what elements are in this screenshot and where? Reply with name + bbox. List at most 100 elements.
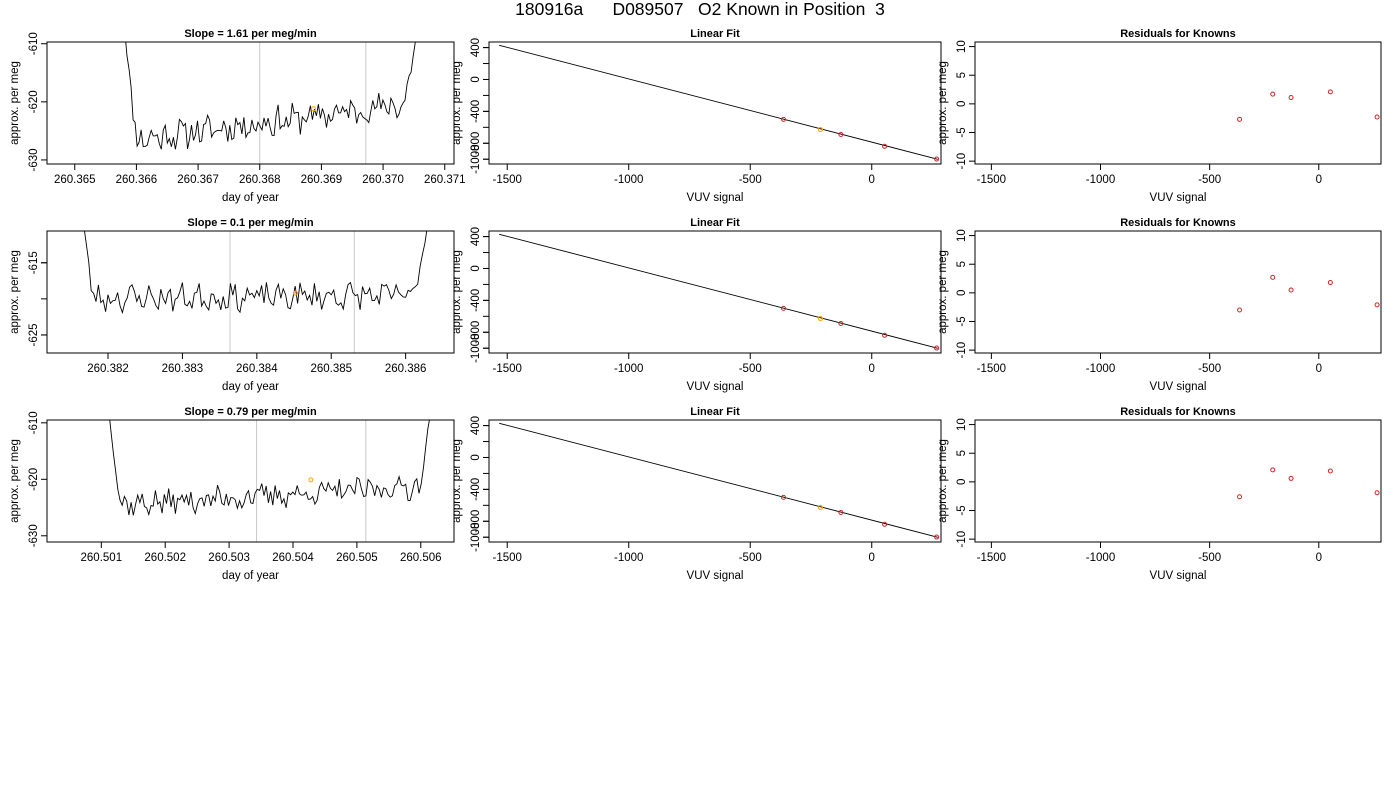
panel-7-xtick-label-5: 260.506 — [400, 552, 442, 564]
panel-1-xtick-label-4: 260.369 — [301, 174, 343, 186]
panel-8-plot-area — [499, 422, 940, 540]
panel-5-point-1 — [817, 316, 823, 322]
panel-1-xtick-label-2: 260.367 — [177, 174, 219, 186]
panel-5-ytick-label-4: 400 — [470, 227, 482, 246]
panel-3-point-0 — [1237, 116, 1243, 122]
panel-8-point-4 — [934, 534, 940, 540]
panel-4-xtick-label-3: 260.385 — [310, 363, 352, 375]
panel-1-xtick-label-0: 260.365 — [54, 174, 96, 186]
panel-9-frame — [974, 419, 1382, 543]
panel-6-point-0 — [1237, 307, 1243, 313]
panel-9-ytick-label-3: 5 — [956, 450, 968, 456]
panel-4-frame — [46, 230, 455, 354]
panel-6-ytick-label-1: -5 — [956, 316, 968, 326]
panel-2-point-3 — [882, 143, 888, 149]
panel-6-point-3 — [1327, 280, 1333, 286]
panel-3-xtick-label-3: 0 — [1316, 174, 1322, 186]
panel-6-point-2 — [1288, 287, 1294, 293]
panel-2-point-1 — [817, 127, 823, 133]
panel-9-point-4 — [1374, 490, 1380, 496]
panel-3-xtick-label-0: -1500 — [977, 174, 1006, 186]
panel-2-ytick-label-0: -1000 — [470, 145, 482, 174]
panel-8-point-1 — [817, 505, 823, 511]
panel-7-xtick-label-4: 260.505 — [336, 552, 378, 564]
panel-5-point-3 — [882, 332, 888, 338]
panel-5-point-2 — [838, 320, 844, 326]
panel-5-ytick-label-3: 0 — [470, 265, 482, 271]
panel-3-ytick-label-1: -5 — [956, 127, 968, 137]
panel-5-ylabel: approx. per meg — [451, 250, 463, 334]
panel-9-point-2 — [1288, 475, 1294, 481]
panel-9-xlabel: VUV signal — [1150, 570, 1207, 582]
panel-6-ytick-label-0: -10 — [956, 342, 968, 359]
panel-2-ylabel: approx. per meg — [451, 61, 463, 145]
panel-7-title: Slope = 0.79 per meg/min — [184, 406, 317, 418]
panel-8-ylabel: approx. per meg — [451, 439, 463, 523]
panel-1-ylabel: approx. per meg — [9, 61, 21, 145]
panel-8-title: Linear Fit — [690, 406, 740, 418]
panel-3-point-4 — [1374, 114, 1380, 120]
panel-8-ytick-label-3: 0 — [470, 454, 482, 460]
panel-5-point-0 — [781, 305, 787, 311]
panel-1-marker-point — [310, 106, 316, 112]
panel-2-point-4 — [934, 156, 940, 162]
panel-6-xlabel: VUV signal — [1150, 381, 1207, 393]
panel-3-xlabel: VUV signal — [1150, 192, 1207, 204]
panel-8-point-3 — [882, 521, 888, 527]
panel-2-ytick-label-3: 0 — [470, 76, 482, 82]
panel-9-plot-area — [1237, 467, 1380, 500]
panel-5-plot-area — [499, 233, 940, 351]
panel-2-frame — [488, 41, 942, 165]
panel-6-frame — [974, 230, 1382, 354]
panel-6-point-1 — [1270, 274, 1276, 280]
panel-7-ytick-label-1: -620 — [28, 468, 40, 491]
panel-9-ytick-label-0: -10 — [956, 531, 968, 548]
panel-9-xtick-label-2: -500 — [1198, 552, 1221, 564]
panel-5-point-4 — [934, 345, 940, 351]
panel-6-ytick-label-2: 0 — [956, 290, 968, 296]
panel-5-title: Linear Fit — [690, 217, 740, 229]
panel-9-xtick-label-1: -1000 — [1086, 552, 1115, 564]
panel-3-plot-area — [1237, 89, 1380, 122]
panel-7-xlabel: day of year — [222, 570, 279, 582]
panel-1-series-line — [125, 42, 416, 150]
panel-9-point-1 — [1270, 467, 1276, 473]
panel-2-ytick-label-1: -800 — [470, 132, 482, 155]
panel-4-title: Slope = 0.1 per meg/min — [187, 217, 314, 229]
panel-3-point-3 — [1327, 89, 1333, 95]
panel-5-xtick-label-0: -1500 — [493, 363, 522, 375]
panel-1-frame — [46, 41, 455, 165]
panel-8-xtick-label-1: -1000 — [614, 552, 643, 564]
panel-6-xtick-label-0: -1500 — [977, 363, 1006, 375]
panel-7-xtick-label-0: 260.501 — [81, 552, 123, 564]
panel-6-ytick-label-3: 5 — [956, 261, 968, 267]
panel-7-xtick-label-3: 260.504 — [272, 552, 314, 564]
panel-9-ylabel: approx. per meg — [937, 439, 949, 523]
panel-3-ytick-label-4: 10 — [956, 40, 968, 53]
panel-9-point-0 — [1237, 494, 1243, 500]
panel-4-plot-area — [84, 231, 428, 353]
panel-6-ylabel: approx. per meg — [937, 250, 949, 334]
panel-4-ytick-label-1: -615 — [28, 251, 40, 274]
panel-3-ytick-label-2: 0 — [956, 101, 968, 107]
panel-4-ytick-label-0: -625 — [28, 323, 40, 346]
panel-2-ytick-label-4: 400 — [470, 38, 482, 57]
panel-6-xtick-label-3: 0 — [1316, 363, 1322, 375]
panel-3-frame — [974, 41, 1382, 165]
panel-1-ytick-label-2: -610 — [28, 32, 40, 55]
panel-1-xtick-label-1: 260.366 — [116, 174, 158, 186]
panel-4-series-line — [84, 231, 428, 315]
panel-1-xtick-label-3: 260.368 — [239, 174, 281, 186]
panel-4-xtick-label-0: 260.382 — [87, 363, 129, 375]
panel-3-point-2 — [1288, 95, 1294, 101]
panel-9-xtick-label-3: 0 — [1316, 552, 1322, 564]
panel-7-ytick-label-2: -610 — [28, 411, 40, 434]
panel-1-title: Slope = 1.61 per meg/min — [184, 28, 317, 40]
panel-2-xtick-label-1: -1000 — [614, 174, 643, 186]
panel-7-marker-point — [308, 477, 314, 483]
panel-3-xtick-label-2: -500 — [1198, 174, 1221, 186]
panel-8-frame — [488, 419, 942, 543]
panel-5-ytick-label-1: -800 — [470, 321, 482, 344]
panel-3-ytick-label-0: -10 — [956, 153, 968, 170]
